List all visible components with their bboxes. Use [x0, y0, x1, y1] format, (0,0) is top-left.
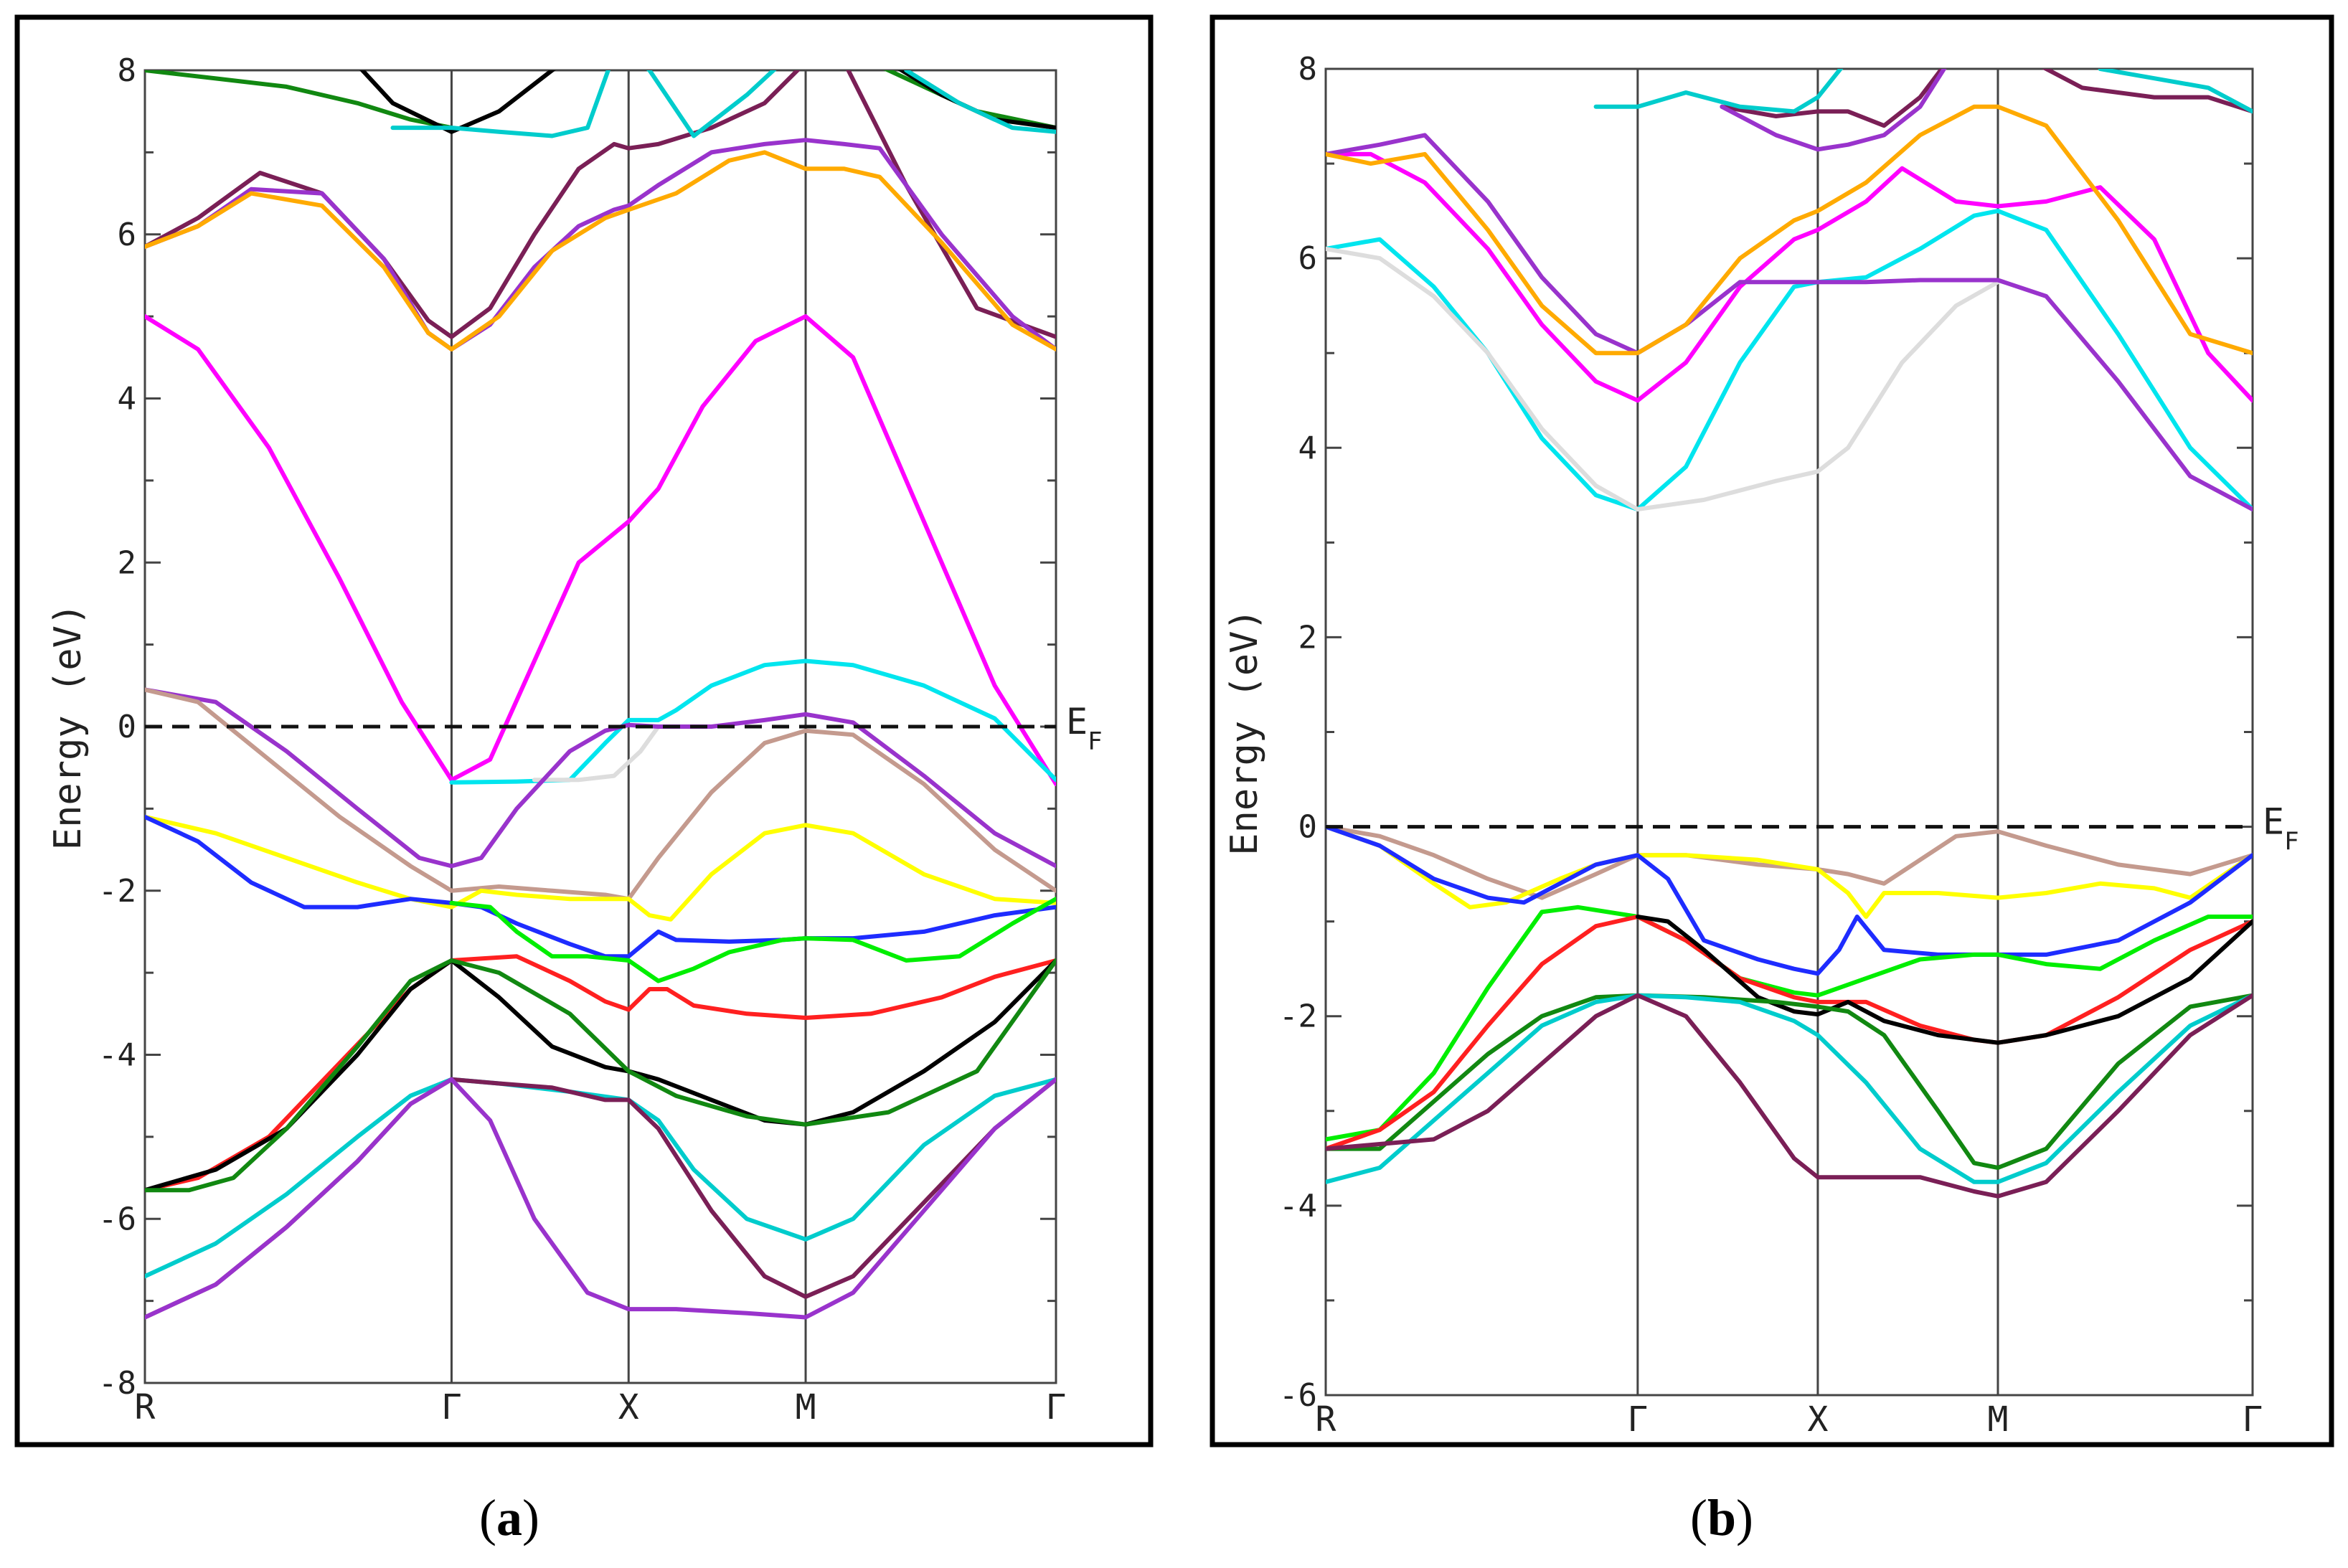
panel-b-band-line — [1326, 151, 2253, 403]
panel-a-kpoint-label: M — [796, 1387, 816, 1427]
panel-a-kpoint-label: X — [618, 1387, 639, 1427]
panel-b-band-line — [1326, 824, 2253, 900]
panel-b-ylabel: Energy (eV) — [1223, 608, 1266, 855]
panel-b-frame — [1210, 14, 2334, 1447]
panel-b-ytick-label: 4 — [1298, 430, 1318, 466]
panel-a-band-line — [145, 958, 1056, 1193]
panel-a-ytick-label: 6 — [118, 217, 137, 253]
panel-b-kpoint-label: Γ — [1627, 1399, 1648, 1440]
panel-a-caption: (a) — [479, 1489, 539, 1546]
panel-a-ytick-label: -6 — [98, 1201, 136, 1237]
panel-b-band-line — [1326, 104, 2253, 356]
panel-a-band-line — [897, 70, 1056, 131]
panel-b-bands — [1326, 69, 2253, 1199]
panel-a-ylabel: Energy (eV) — [47, 603, 90, 850]
panel-b-fermi-label: EF — [2263, 801, 2299, 856]
panel-b-band-line — [1720, 69, 1947, 152]
panel-a-band-line — [145, 958, 1056, 1193]
panel-a-ytick-label: 2 — [118, 544, 137, 581]
panel-b-ytick-label: -4 — [1279, 1188, 1317, 1224]
panel-a-band-line — [145, 1077, 1056, 1320]
panel-b-band-line — [1326, 246, 2000, 512]
panel-b-ytick-label: 6 — [1298, 240, 1318, 277]
panel-b-band-line — [2098, 69, 2253, 114]
panel-b-axes-box — [1324, 67, 2254, 1397]
panel-a-band-line — [145, 954, 1056, 1193]
panel-a-band-line — [449, 897, 1056, 983]
panel-a: 8 6 4 2 0 -2 -4 -6 -8 Energy (eV) R Γ X M Γ EF (a) — [14, 14, 1154, 1546]
panel-a-band-line — [883, 70, 1056, 131]
panel-a-band-line — [532, 724, 661, 783]
panel-b-band-line — [1720, 69, 1945, 128]
panel-a-band-line — [145, 814, 1056, 922]
panel-a-ytick-label: 0 — [118, 709, 137, 745]
panel-a-frame — [14, 14, 1154, 1447]
panel-a-bands — [145, 70, 1056, 1320]
panel-a-kpoint-label: Γ — [1046, 1387, 1067, 1427]
panel-b-kpoint-label: X — [1807, 1399, 1828, 1440]
panel-a-plot: 8 6 4 2 0 -2 -4 -6 -8 Energy (eV) R Γ X M Γ EF — [47, 52, 1103, 1427]
panel-a-kpoint-label: R — [135, 1387, 156, 1427]
panel-b-ytick-label: -2 — [1279, 998, 1317, 1035]
panel-a-band-line — [145, 687, 1056, 869]
panel-a-band-line — [145, 70, 454, 131]
panel-b-band-line — [1326, 993, 2253, 1170]
panel-b-ytick-label: -6 — [1279, 1377, 1317, 1414]
panel-b-ytick-label: 8 — [1298, 51, 1318, 88]
panel-b-kpoint-label: Γ — [2243, 1399, 2263, 1440]
panel-b-band-line — [1326, 993, 2253, 1199]
panel-a-band-line — [145, 150, 1056, 351]
panel-b-band-line — [1326, 209, 2253, 512]
panel-a-ytick-label: -2 — [98, 873, 136, 910]
panel-b-band-line — [1326, 905, 2253, 1142]
panel-b-band-line — [1326, 824, 2253, 976]
panel-b-band-line — [1593, 69, 1844, 114]
panel-a-band-line — [145, 314, 1056, 787]
panel-b-band-line — [1326, 993, 2253, 1184]
panel-b-ytick-label: 0 — [1298, 809, 1318, 846]
panel-a-band-line — [145, 138, 1056, 351]
panel-a-ytick-label: -4 — [98, 1037, 136, 1074]
panel-b-kpoint-label: R — [1316, 1399, 1336, 1440]
panel-a-ytick-label: -8 — [98, 1365, 136, 1402]
panel-b-plot: 8 6 4 2 0 -2 -4 -6 Energy (eV) R Γ X M Γ EF — [1223, 51, 2299, 1440]
panel-a-fermi-label: EF — [1066, 701, 1103, 756]
panel-a-band-line — [359, 70, 556, 134]
panel-a-band-line — [145, 1077, 1056, 1279]
panel-a-ytick-label: 4 — [118, 381, 137, 417]
panel-a-band-line — [390, 70, 777, 138]
panel-a-kpoint-label: Γ — [441, 1387, 462, 1427]
panel-a-band-line — [449, 658, 1056, 785]
panel-a-band-line — [145, 814, 1056, 959]
panel-b-band-line — [1326, 133, 2253, 512]
panel-b-band-line — [1326, 824, 2253, 919]
panel-b: 8 6 4 2 0 -2 -4 -6 Energy (eV) R Γ X M Γ EF (b) — [1210, 14, 2334, 1546]
panel-b-ytick-label: 2 — [1298, 619, 1318, 656]
panel-b-band-line — [2041, 69, 2253, 114]
panel-b-kpoint-label: M — [1988, 1399, 2009, 1440]
panel-b-caption: (b) — [1690, 1489, 1753, 1546]
panel-a-band-line — [145, 687, 1056, 902]
panel-a-ytick-label: 8 — [118, 52, 137, 89]
panel-a-band-line — [904, 70, 1056, 134]
panel-b-band-line — [1635, 915, 2253, 1045]
